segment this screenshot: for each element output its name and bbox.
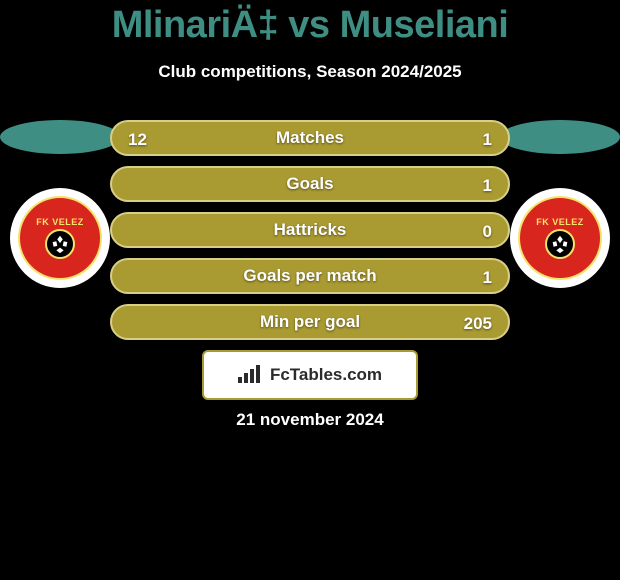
stat-label: Goals [286,174,333,194]
player-left-club-badge: FK VELEZ [10,188,110,288]
stat-label: Hattricks [274,220,347,240]
club-badge-inner: FK VELEZ [18,196,102,280]
stat-row: Min per goal 205 [110,304,510,340]
player-right-avatar: FK VELEZ [500,120,620,288]
stat-row: Goals 1 [110,166,510,202]
stat-right-value: 1 [483,168,492,204]
subtitle: Club competitions, Season 2024/2025 [0,62,620,82]
stat-right-value: 205 [464,306,492,342]
player-left-head [0,120,120,154]
stat-row: Hattricks 0 [110,212,510,248]
page-title: MlinariÄ‡ vs Museliani [0,4,620,47]
bar-chart-icon [238,363,264,388]
stat-label: Goals per match [243,266,376,286]
date-label: 21 november 2024 [0,410,620,430]
player-right-club-badge: FK VELEZ [510,188,610,288]
stat-row: 12 Matches 1 [110,120,510,156]
club-name-label: FK VELEZ [36,217,84,227]
soccer-ball-icon [45,229,75,259]
player-left-avatar: FK VELEZ [0,120,120,288]
stat-right-value: 1 [483,122,492,158]
stat-label: Min per goal [260,312,360,332]
club-name-label: FK VELEZ [536,217,584,227]
stat-right-value: 1 [483,260,492,296]
club-badge-inner: FK VELEZ [518,196,602,280]
source-badge-text: FcTables.com [270,365,382,385]
stat-left-value: 12 [128,122,147,158]
soccer-ball-icon [545,229,575,259]
infographic-stage: MlinariÄ‡ vs Museliani Club competitions… [0,0,620,580]
source-badge[interactable]: FcTables.com [202,350,418,400]
stat-right-value: 0 [483,214,492,250]
stats-table: 12 Matches 1 Goals 1 Hattricks 0 Goals per matc… [110,120,510,350]
stat-row: Goals per match 1 [110,258,510,294]
player-right-head [500,120,620,154]
stat-label: Matches [276,128,344,148]
